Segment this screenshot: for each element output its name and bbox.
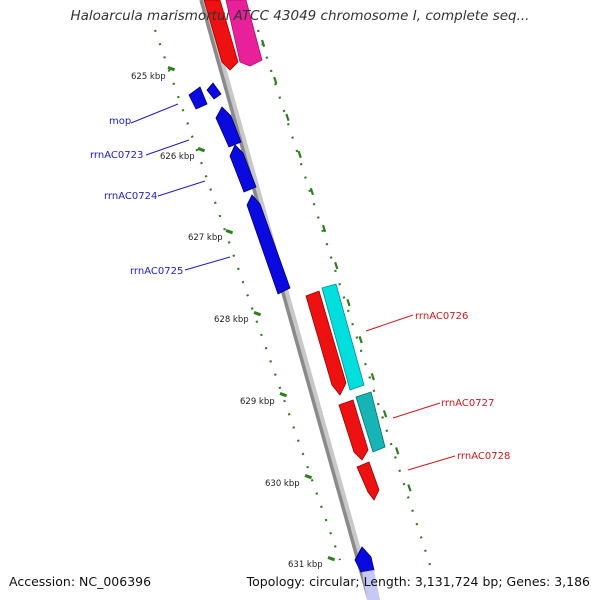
- rrna-block-2[interactable]: [355, 391, 386, 453]
- gene-arrow-rrnAC0726[interactable]: [305, 290, 347, 396]
- ruler-tick: [279, 392, 288, 398]
- inner-dotted-track: [153, 29, 342, 561]
- gene-arrow-rrnAC0725[interactable]: [246, 194, 291, 295]
- gene-arrow-rrnAC0724[interactable]: [229, 144, 257, 193]
- ruler-label: 629 kbp: [240, 397, 275, 407]
- ruler-label: 628 kbp: [214, 315, 249, 325]
- outer-dotted-track: [256, 29, 432, 566]
- ruler-tick: [225, 229, 234, 235]
- gene-label-rrnAC0725[interactable]: rrnAC0725: [130, 266, 183, 277]
- backbone-shadow: [201, 0, 375, 600]
- gene-arrow-bottom-blue[interactable]: [354, 546, 375, 573]
- ruler: [167, 66, 336, 562]
- chromosome-backbone: [199, 0, 371, 600]
- ruler-label: 627 kbp: [188, 233, 223, 243]
- label-leader: [184, 256, 231, 271]
- genome-summary: Topology: circular; Length: 3,131,724 bp…: [246, 574, 590, 589]
- rrna-block-1[interactable]: [321, 283, 365, 391]
- gene-arrow-rrnAC0728[interactable]: [356, 461, 380, 501]
- gene-arrow-mop[interactable]: [188, 86, 208, 110]
- label-leader: [392, 402, 441, 419]
- ruler-tick: [253, 311, 262, 317]
- ruler-label: 626 kbp: [160, 152, 195, 162]
- outer-dash-track: [260, 39, 422, 521]
- gene-label-rrnAC0727[interactable]: rrnAC0727: [441, 398, 494, 409]
- gene-label-mop[interactable]: mop: [109, 116, 131, 127]
- gene-label-rrnAC0728[interactable]: rrnAC0728: [457, 451, 510, 462]
- map-title: Haloarcula marismortui ATCC 43049 chromo…: [70, 8, 530, 24]
- gene-arrow-rrnAC0723[interactable]: [215, 106, 242, 148]
- ruler-tick: [327, 556, 336, 562]
- ruler-tick: [197, 147, 206, 153]
- gene-label-rrnAC0726[interactable]: rrnAC0726: [415, 311, 468, 322]
- ruler-tick: [304, 474, 313, 480]
- label-leader: [130, 103, 179, 124]
- accession-text: Accession: NC_006396: [9, 574, 152, 589]
- gene-arrow-mop-2[interactable]: [206, 82, 222, 100]
- label-leader: [407, 455, 456, 471]
- feature-arrow-pink[interactable]: [225, 0, 263, 67]
- label-leader: [365, 314, 414, 332]
- ruler-label: 630 kbp: [265, 479, 300, 489]
- feature-bottom-lavender: [362, 570, 380, 600]
- label-leader: [145, 139, 190, 156]
- ruler-label: 625 kbp: [131, 72, 166, 82]
- label-leader: [157, 180, 206, 197]
- gene-label-rrnAC0724[interactable]: rrnAC0724: [104, 191, 157, 202]
- ruler-tick: [167, 66, 176, 72]
- gene-arrow-rrnAC0727[interactable]: [338, 399, 369, 461]
- ruler-label: 631 kbp: [288, 560, 323, 570]
- gene-label-rrnAC0723[interactable]: rrnAC0723: [90, 150, 143, 161]
- feature-arrow-red[interactable]: [203, 0, 239, 71]
